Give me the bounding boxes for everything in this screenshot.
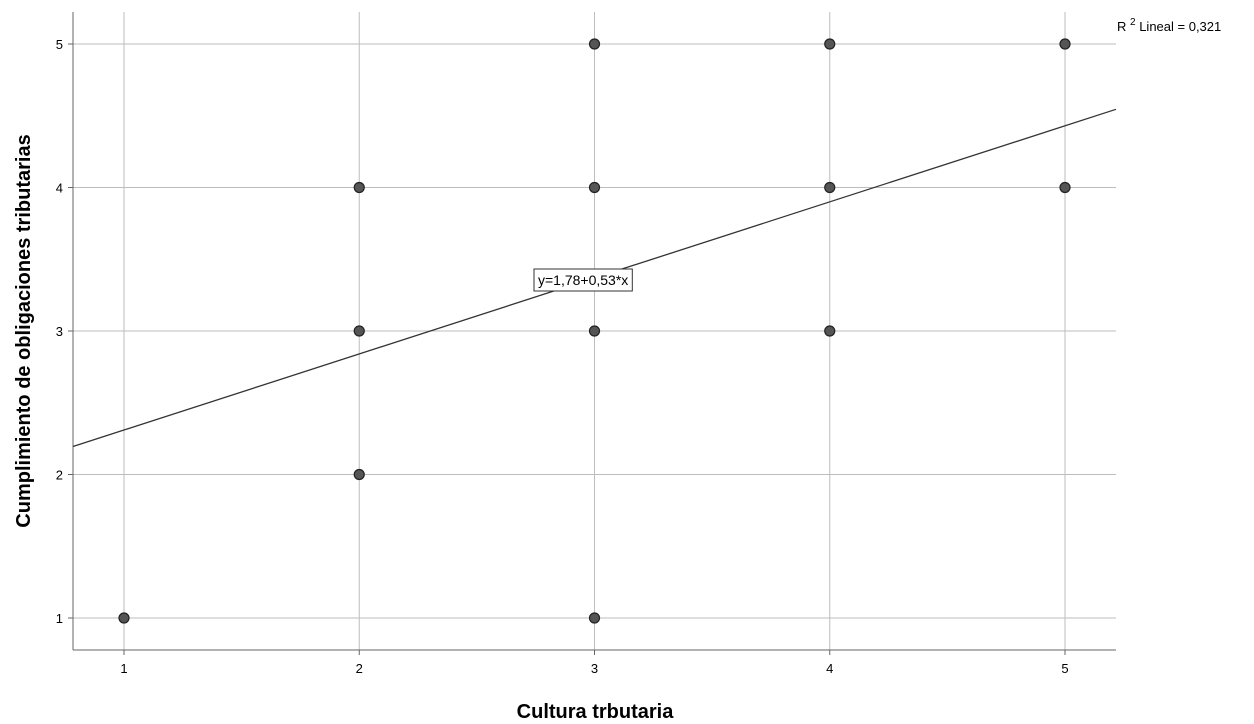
- data-point: [1059, 181, 1071, 194]
- equation-label: y=1,78+0,53*x: [538, 272, 628, 288]
- y-tick-label: 3: [56, 324, 63, 339]
- y-tick-label: 2: [56, 468, 63, 483]
- data-point: [588, 325, 601, 337]
- data-point: [1059, 38, 1071, 50]
- r-squared-label: R 2 Lineal = 0,321: [1117, 13, 1221, 34]
- data-point: [588, 38, 601, 50]
- y-tick-label: 4: [56, 181, 63, 196]
- r-squared-label-r: R: [1117, 19, 1126, 34]
- data-point: [588, 612, 601, 624]
- data-point: [824, 181, 836, 194]
- data-point: [824, 325, 836, 337]
- x-tick-label: 1: [120, 661, 127, 676]
- point-layer: [118, 38, 1071, 624]
- y-tick-label: 1: [56, 611, 63, 626]
- axis-layer: [68, 12, 1116, 655]
- x-axis-title: Cultura trbutaria: [517, 701, 675, 723]
- r-squared-label-superscript: 2: [1130, 17, 1136, 28]
- x-tick-label: 3: [591, 661, 598, 676]
- data-point: [353, 325, 365, 337]
- y-axis-title: Cumplimiento de obligaciones tributarias: [13, 134, 35, 527]
- r-squared-label-value: Lineal = 0,321: [1139, 19, 1221, 34]
- x-tick-label: 4: [826, 661, 833, 676]
- tick-label-layer: 1 2 3 4 5 1 2 3 4 5: [56, 37, 1069, 676]
- x-tick-label: 2: [356, 661, 363, 676]
- data-point: [118, 612, 130, 624]
- x-tick-label: 5: [1061, 661, 1068, 676]
- data-point: [353, 181, 365, 194]
- equation-label-box: [533, 268, 633, 292]
- data-point: [588, 181, 601, 194]
- data-point: [824, 38, 836, 50]
- data-point: [353, 468, 365, 481]
- y-tick-label: 5: [56, 37, 63, 52]
- annotation-layer: y=1,78+0,53*x R 2 Lineal = 0,321: [533, 13, 1221, 292]
